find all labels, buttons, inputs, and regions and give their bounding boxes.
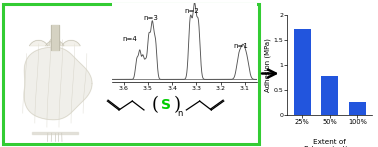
- Bar: [321, 76, 338, 115]
- Bar: [294, 29, 311, 115]
- Polygon shape: [62, 40, 80, 46]
- Bar: [349, 102, 366, 115]
- Text: n=2: n=2: [184, 8, 199, 14]
- Text: ): ): [174, 96, 181, 114]
- Y-axis label: Adhesion (MPa): Adhesion (MPa): [264, 38, 271, 92]
- Text: n=3: n=3: [143, 15, 158, 21]
- Polygon shape: [46, 40, 64, 46]
- Polygon shape: [49, 38, 60, 46]
- Polygon shape: [24, 47, 92, 120]
- FancyBboxPatch shape: [3, 4, 259, 144]
- Text: Extent of
Polymerization: Extent of Polymerization: [303, 139, 356, 147]
- Polygon shape: [29, 40, 48, 46]
- Text: S: S: [161, 98, 171, 112]
- Text: n: n: [177, 109, 183, 118]
- Text: n=4: n=4: [122, 36, 137, 42]
- Text: (: (: [151, 96, 158, 114]
- Text: n=1: n=1: [234, 43, 249, 49]
